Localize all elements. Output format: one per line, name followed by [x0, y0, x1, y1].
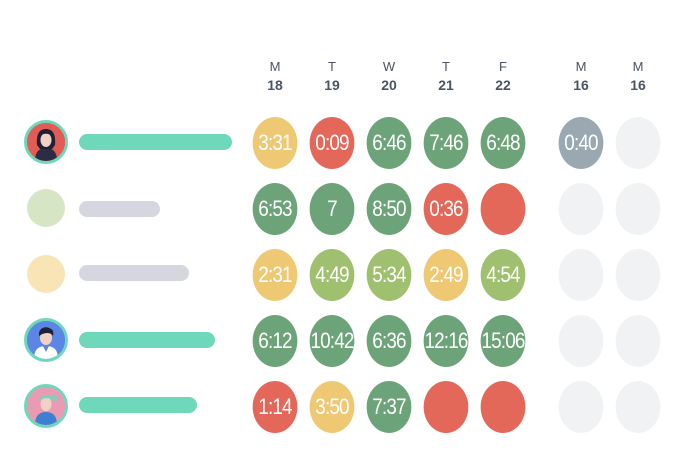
team-member-row	[0, 114, 691, 174]
day-letter: F	[499, 59, 507, 74]
team-member-row	[0, 180, 691, 240]
empty-time-cell[interactable]	[615, 249, 661, 301]
time-value: 3:31	[258, 130, 292, 155]
time-value: 0:36	[429, 196, 463, 221]
time-value: 4:54	[486, 262, 520, 287]
time-cell[interactable]: 15:06	[480, 315, 525, 367]
time-cell[interactable]: 0:09	[309, 117, 355, 169]
day-date: 22	[495, 77, 511, 93]
empty-time-cell[interactable]	[558, 381, 604, 433]
day-letter: T	[442, 59, 450, 74]
empty-time-cell[interactable]	[615, 117, 661, 169]
time-cell[interactable]: 10:42	[309, 315, 354, 367]
time-value: 2:49	[429, 262, 463, 287]
day-header-tue-19: T 19	[306, 58, 358, 94]
time-cell[interactable]	[423, 381, 469, 433]
time-value: 6:53	[258, 196, 292, 221]
empty-time-cell[interactable]	[615, 183, 661, 235]
time-value: 0:09	[315, 130, 349, 155]
time-value: 0:40	[564, 130, 598, 155]
time-cell[interactable]: 6:12	[252, 315, 298, 367]
time-cell[interactable]: 3:31	[252, 117, 298, 169]
empty-time-cell[interactable]	[615, 315, 661, 367]
time-cell[interactable]: 7:37	[366, 381, 412, 433]
time-value: 7	[327, 196, 338, 221]
team-member-row	[0, 246, 691, 306]
time-cell[interactable]: 0:36	[423, 183, 469, 235]
time-value: 3:50	[315, 394, 349, 419]
time-value: 2:31	[258, 262, 292, 287]
time-value: 8:50	[372, 196, 406, 221]
time-value: 12:16	[424, 328, 468, 353]
time-value: 6:12	[258, 328, 292, 353]
day-header-fri-22: F 22	[477, 58, 529, 94]
name-placeholder-bar	[79, 265, 189, 281]
time-cell[interactable]: 7	[309, 183, 355, 235]
time-value: 1:14	[258, 394, 292, 419]
avatar-woman-ponytail-icon[interactable]	[24, 384, 68, 428]
time-cell[interactable]: 2:49	[423, 249, 469, 301]
day-header-thu-21: T 21	[420, 58, 472, 94]
team-member-row	[0, 378, 691, 438]
time-cell[interactable]: 1:14	[252, 381, 298, 433]
day-header-mon-16-b: M 16	[612, 58, 664, 94]
name-placeholder-bar	[79, 201, 160, 217]
time-cell[interactable]: 7:46	[423, 117, 469, 169]
day-date: 16	[573, 77, 589, 93]
time-value: 10:42	[310, 328, 354, 353]
avatar-placeholder-yellow[interactable]	[27, 255, 65, 293]
time-cell[interactable]: 6:53	[252, 183, 298, 235]
day-date: 19	[324, 77, 340, 93]
time-cell[interactable]: 5:34	[366, 249, 412, 301]
time-cell[interactable]: 12:16	[423, 315, 468, 367]
name-placeholder-bar	[79, 134, 232, 150]
time-value: 6:48	[486, 130, 520, 155]
name-placeholder-bar	[79, 397, 197, 413]
avatar-man-icon[interactable]	[24, 318, 68, 362]
day-header-mon-16-a: M 16	[555, 58, 607, 94]
time-value: 15:06	[481, 328, 525, 353]
day-letter: M	[269, 59, 281, 74]
time-cell[interactable]	[480, 381, 526, 433]
name-placeholder-bar	[79, 332, 215, 348]
time-cell[interactable]: 4:54	[480, 249, 526, 301]
time-value: 6:36	[372, 328, 406, 353]
team-member-row	[0, 312, 691, 372]
day-header-wed-20: W 20	[363, 58, 415, 94]
time-value: 6:46	[372, 130, 406, 155]
time-value: 5:34	[372, 262, 406, 287]
day-date: 16	[630, 77, 646, 93]
time-value: 7:46	[429, 130, 463, 155]
time-cell[interactable]: 3:50	[309, 381, 355, 433]
empty-time-cell[interactable]	[558, 183, 604, 235]
time-cell[interactable]: 6:46	[366, 117, 412, 169]
time-cell[interactable]: 2:31	[252, 249, 298, 301]
day-letter: T	[328, 59, 336, 74]
time-cell[interactable]: 6:48	[480, 117, 526, 169]
empty-time-cell[interactable]	[558, 249, 604, 301]
time-cell[interactable]: 0:40	[558, 117, 604, 169]
day-date: 18	[267, 77, 283, 93]
empty-time-cell[interactable]	[558, 315, 604, 367]
day-date: 21	[438, 77, 454, 93]
avatar-placeholder-green[interactable]	[27, 189, 65, 227]
time-value: 7:37	[372, 394, 406, 419]
time-cell[interactable]: 8:50	[366, 183, 412, 235]
time-cell[interactable]: 6:36	[366, 315, 412, 367]
empty-time-cell[interactable]	[615, 381, 661, 433]
day-date: 20	[381, 77, 397, 93]
day-letter: M	[575, 59, 587, 74]
day-letter: W	[382, 59, 396, 74]
avatar-woman-icon[interactable]	[24, 120, 68, 164]
day-letter: M	[632, 59, 644, 74]
day-header-mon-18: M 18	[249, 58, 301, 94]
time-cell[interactable]: 4:49	[309, 249, 355, 301]
time-cell[interactable]	[480, 183, 526, 235]
time-value: 4:49	[315, 262, 349, 287]
